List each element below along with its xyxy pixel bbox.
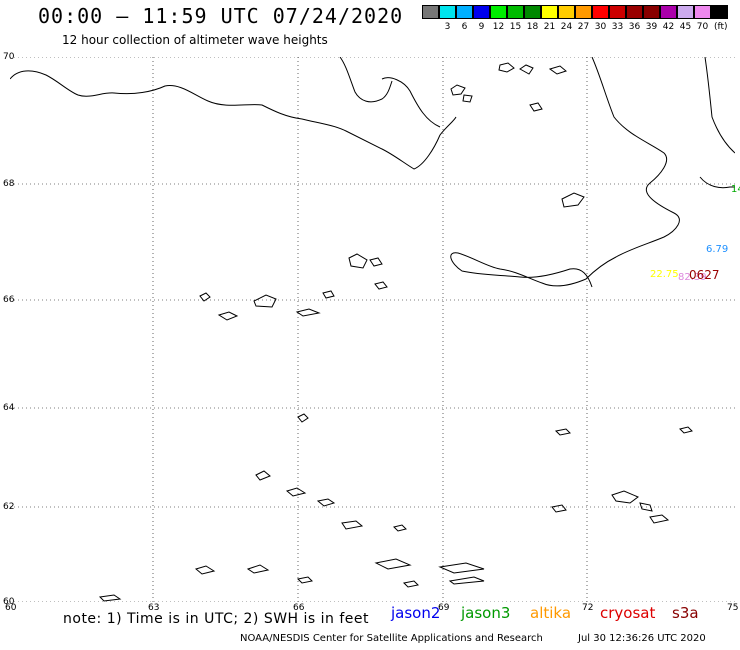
color-swatch	[677, 5, 694, 19]
color-legend-label: 18	[526, 22, 539, 32]
color-swatch	[694, 5, 711, 19]
point-label: 6.79	[706, 244, 729, 255]
islands	[98, 62, 693, 602]
map-area	[10, 57, 735, 602]
longitude-tick-label: 72	[582, 603, 594, 613]
latitude-tick-label: 68	[3, 179, 15, 189]
color-legend-label: 70	[696, 22, 709, 32]
point-label: 22.75	[650, 269, 679, 280]
longitude-tick-label: 63	[148, 603, 160, 613]
color-legend-unit: (ft)	[714, 22, 728, 32]
color-swatch	[490, 5, 507, 19]
color-swatch	[439, 5, 456, 19]
credit-line: NOAA/NESDIS Center for Satellite Applica…	[240, 633, 543, 644]
point-label: 14	[731, 184, 740, 195]
color-swatch	[626, 5, 643, 19]
latitude-tick-label: 64	[3, 403, 15, 413]
longitude-tick-label: 66	[293, 603, 305, 613]
latitude-tick-label: 62	[3, 502, 15, 512]
color-swatch	[473, 5, 490, 19]
satellite-label: s3a	[672, 604, 699, 622]
satellite-label: jason2	[391, 604, 441, 622]
color-swatch	[507, 5, 524, 19]
coastline	[10, 57, 735, 288]
color-legend-label: 27	[577, 22, 590, 32]
color-legend-label: 12	[492, 22, 505, 32]
color-legend-label: 15	[509, 22, 522, 32]
latitude-tick-label: 60	[3, 597, 15, 607]
color-swatch	[592, 5, 609, 19]
color-legend-label: 33	[611, 22, 624, 32]
color-legend-label: 21	[543, 22, 556, 32]
color-swatch	[558, 5, 575, 19]
color-legend-label: 39	[645, 22, 658, 32]
color-legend-label: 36	[628, 22, 641, 32]
color-legend-label: 45	[679, 22, 692, 32]
color-legend-label: 9	[478, 22, 485, 32]
graticule	[10, 57, 735, 602]
latitude-tick-label: 70	[3, 52, 15, 62]
color-legend-label: 3	[444, 22, 451, 32]
color-swatch	[456, 5, 473, 19]
color-swatch	[660, 5, 677, 19]
color-swatch	[541, 5, 558, 19]
color-legend-label: 30	[594, 22, 607, 32]
color-legend-label: 6	[461, 22, 468, 32]
latitude-tick-label: 66	[3, 295, 15, 305]
credit-date: Jul 30 12:36:26 UTC 2020	[578, 633, 706, 644]
color-swatch	[422, 5, 439, 19]
footnote: note: 1) Time is in UTC; 2) SWH is in fe…	[63, 611, 370, 627]
satellite-label: altika	[530, 604, 572, 622]
longitude-tick-label: 75	[727, 603, 739, 613]
chart-subtitle: 12 hour collection of altimeter wave hei…	[62, 33, 328, 47]
point-label: 0627	[689, 268, 720, 282]
color-legend-label: 24	[560, 22, 573, 32]
point-label: 82.39	[678, 272, 707, 283]
longitude-tick-label: 69	[438, 603, 450, 613]
color-swatch	[643, 5, 660, 19]
color-swatch	[711, 5, 728, 19]
color-legend-label: 42	[662, 22, 675, 32]
satellite-label: jason3	[461, 604, 511, 622]
satellite-label: cryosat	[600, 604, 656, 622]
chart-title: 00:00 – 11:59 UTC 07/24/2020	[38, 4, 404, 28]
longitude-tick-label: 60	[5, 603, 17, 613]
color-swatch	[575, 5, 592, 19]
color-swatch	[524, 5, 541, 19]
color-swatch	[609, 5, 626, 19]
